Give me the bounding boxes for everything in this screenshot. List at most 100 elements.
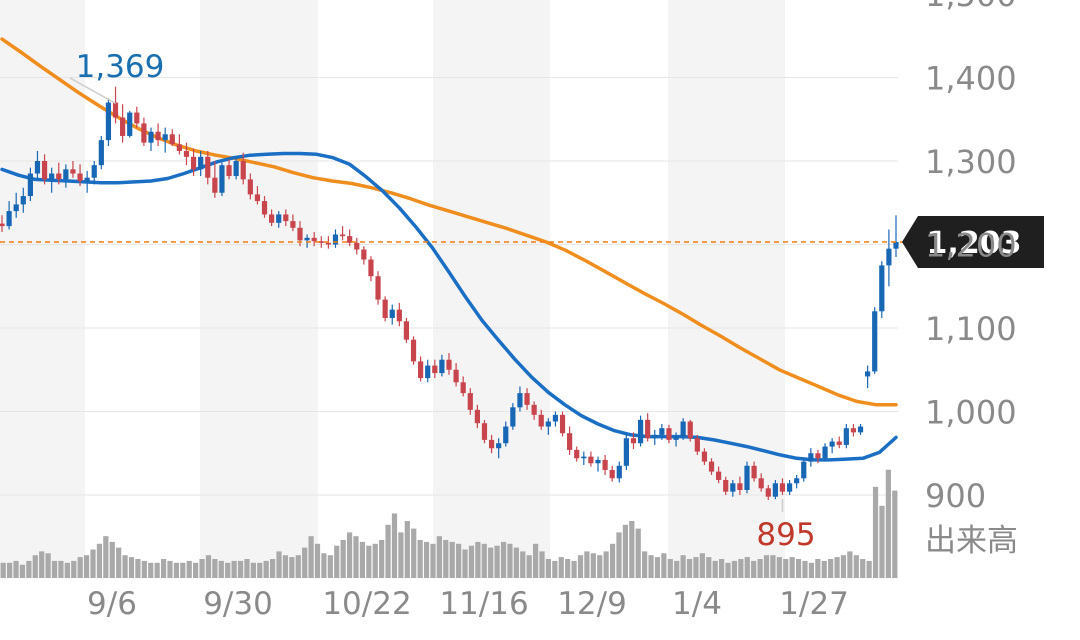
candle-body xyxy=(347,236,353,243)
volume-bar xyxy=(815,559,821,578)
volume-bar xyxy=(539,551,545,578)
volume-bar xyxy=(173,562,179,578)
candle-body xyxy=(63,169,69,180)
candle-body xyxy=(531,404,537,415)
candle-body xyxy=(602,459,608,470)
volume-bar xyxy=(32,555,38,578)
candle-body xyxy=(481,423,488,440)
candle-body xyxy=(176,144,182,151)
volume-bar xyxy=(661,553,667,578)
candle-body xyxy=(865,371,871,377)
volume-bar xyxy=(122,555,128,578)
volume-bar xyxy=(116,547,122,578)
band xyxy=(0,0,85,578)
candle-body xyxy=(850,428,857,433)
candle-body xyxy=(808,453,814,462)
candle-body xyxy=(637,419,644,444)
candle-body xyxy=(332,234,339,245)
volume-bar xyxy=(391,513,398,578)
volume-bar xyxy=(385,524,391,578)
candle-body xyxy=(318,241,324,243)
volume-bar xyxy=(7,562,13,578)
candle-body xyxy=(758,478,764,489)
volume-bar xyxy=(398,532,404,578)
candle-body xyxy=(623,438,629,466)
volume-bar xyxy=(488,547,494,578)
volume-bar xyxy=(565,559,571,578)
volume-bar xyxy=(346,532,353,578)
volume-bar xyxy=(436,536,442,578)
volume-bar xyxy=(770,555,776,578)
candle-body xyxy=(552,414,559,422)
candle-body xyxy=(410,339,417,362)
candle-body xyxy=(261,201,268,215)
candle-body xyxy=(13,204,19,212)
candle-body xyxy=(694,438,700,452)
volume-bar xyxy=(308,536,314,578)
volume-bar xyxy=(840,555,847,578)
candle-body xyxy=(524,393,530,405)
candle-body xyxy=(190,156,197,170)
candle-body xyxy=(127,112,133,136)
volume-bar xyxy=(26,560,32,578)
volume-bar xyxy=(866,560,872,578)
candle-body xyxy=(545,421,551,427)
volume-bar xyxy=(834,557,840,578)
volume-bar xyxy=(674,560,680,578)
candle-body xyxy=(276,214,282,223)
candle-body xyxy=(765,488,771,497)
volume-bar xyxy=(513,547,519,578)
candle-body xyxy=(517,393,523,408)
volume-bar xyxy=(725,562,731,578)
candle-body xyxy=(645,419,651,439)
candle-body xyxy=(488,439,495,449)
volume-bar xyxy=(379,540,385,578)
volume-bar xyxy=(19,564,26,578)
volume-bar xyxy=(109,541,115,578)
candle-body xyxy=(155,131,161,141)
high-price-label: 1,369 xyxy=(76,49,165,85)
volume-bar xyxy=(430,543,436,578)
candle-body xyxy=(559,414,566,434)
candle-body xyxy=(226,165,232,177)
candle-body xyxy=(212,177,218,193)
volume-bar xyxy=(0,562,6,578)
volume-bar xyxy=(366,545,372,578)
volume-bar xyxy=(456,543,462,578)
volume-bar xyxy=(706,557,712,578)
y-tick-label: 1,500 xyxy=(925,0,1017,14)
candle-body xyxy=(801,461,807,479)
candle-body xyxy=(460,382,466,394)
volume-bar xyxy=(250,562,256,578)
volume-bar xyxy=(821,560,827,578)
candle-body xyxy=(595,459,601,464)
volume-bar xyxy=(603,551,609,578)
volume-bar xyxy=(186,560,192,578)
candle-body xyxy=(723,479,729,492)
candle-body xyxy=(134,112,140,124)
candle-body xyxy=(389,309,395,318)
volume-bar xyxy=(776,557,782,578)
volume-bar xyxy=(237,560,244,578)
candle-body xyxy=(666,428,672,440)
volume-bar xyxy=(507,543,513,578)
volume-bar xyxy=(494,545,500,578)
volume-bar xyxy=(577,555,584,578)
volume-bar xyxy=(51,560,58,578)
candle-body xyxy=(219,165,225,193)
candle-body xyxy=(836,441,842,445)
y-tick-label: 1,100 xyxy=(925,310,1017,348)
volume-bar xyxy=(103,536,109,578)
volume-bar xyxy=(667,559,673,578)
volume-bar xyxy=(545,559,552,578)
candle-body xyxy=(630,438,637,444)
candle-body xyxy=(77,173,83,182)
volume-bar xyxy=(212,559,218,578)
volume-bar xyxy=(468,545,475,578)
x-tick-label: 10/22 xyxy=(322,586,411,622)
candle-body xyxy=(616,465,622,479)
candle-body xyxy=(857,426,864,433)
volume-bar xyxy=(154,562,160,578)
candle-body xyxy=(467,393,473,410)
candle-body xyxy=(91,165,97,178)
